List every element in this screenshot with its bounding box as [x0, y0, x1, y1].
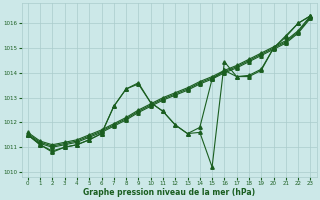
X-axis label: Graphe pression niveau de la mer (hPa): Graphe pression niveau de la mer (hPa): [83, 188, 255, 197]
